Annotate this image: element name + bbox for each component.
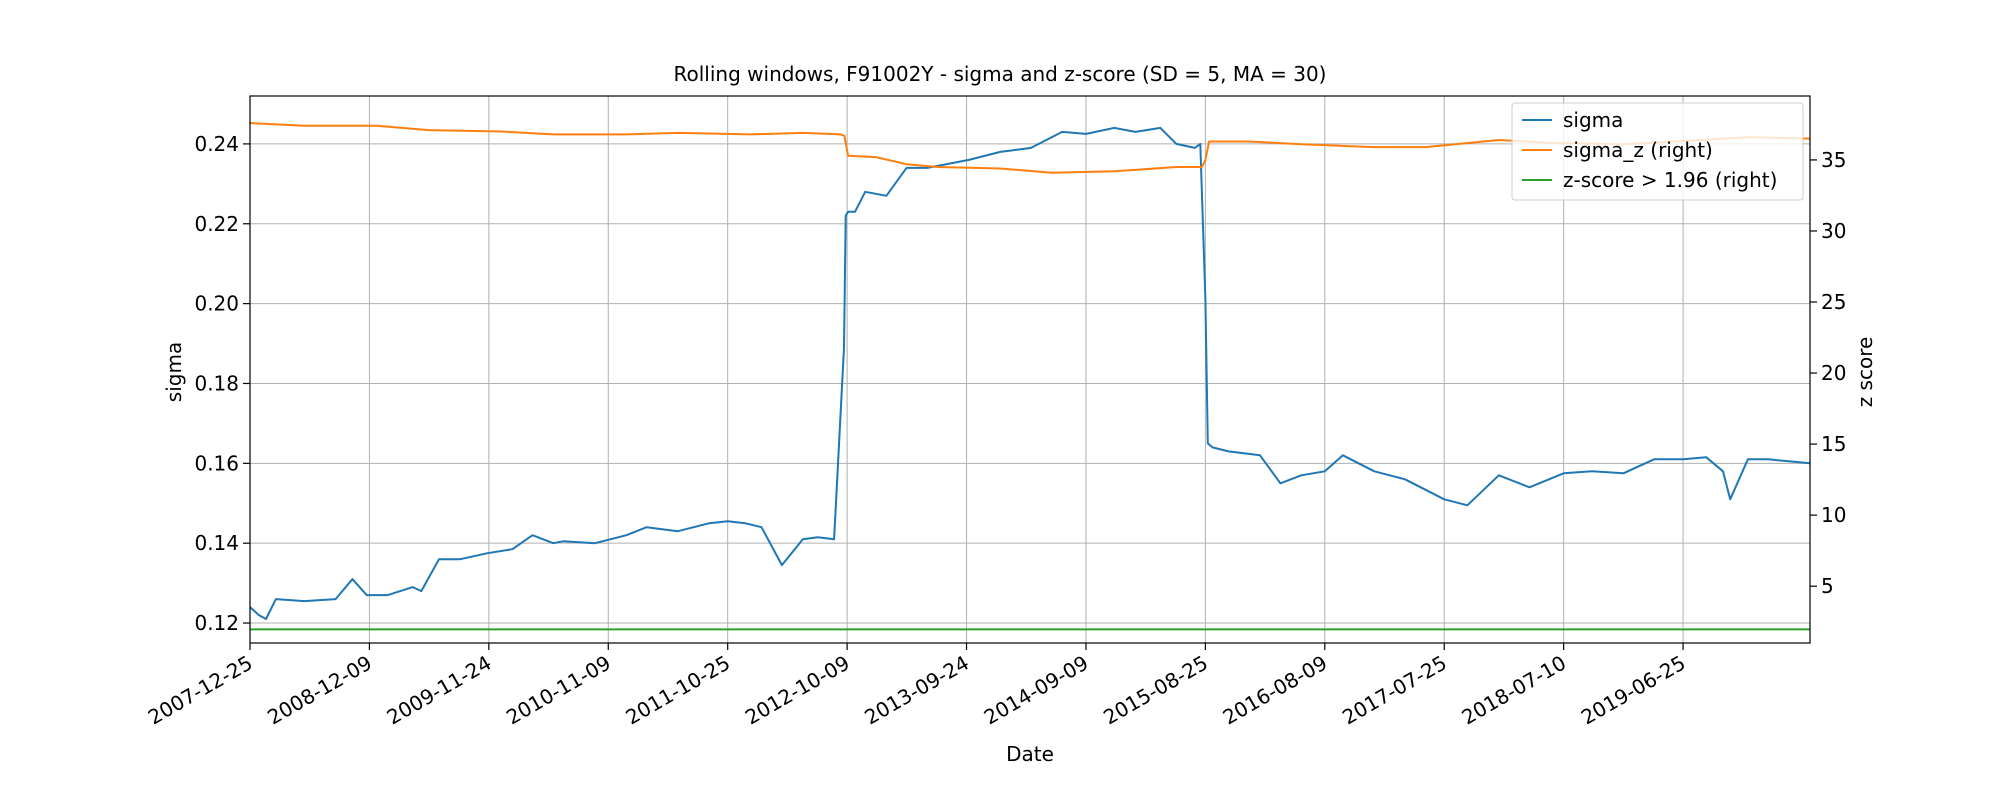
y-axis-left-ticks: 0.12 0.14 0.16 0.18 0.20 0.22 0.24 [194,132,250,635]
x-tick-label: 2008-12-09 [263,651,376,730]
y-right-tick-label: 5 [1821,574,1834,598]
y-axis-right-label: z score [1853,337,1877,408]
y-right-tick-label: 10 [1821,503,1846,527]
x-tick-label: 2010-11-09 [502,651,615,730]
y-left-tick-label: 0.22 [194,212,239,236]
y-left-tick-label: 0.20 [194,292,239,316]
x-tick-label: 2007-12-25 [144,651,257,730]
x-tick-label: 2011-10-25 [622,651,735,730]
x-tick-label: 2016-08-09 [1219,651,1332,730]
legend-box [1511,102,1804,201]
plot-frame [249,95,1811,644]
x-tick-label: 2015-08-25 [1099,651,1212,730]
y-right-tick-label: 15 [1821,432,1846,456]
y-axis-right-ticks: 5 10 15 20 25 30 35 [1810,148,1846,598]
y-axis-left-label: sigma [162,342,186,402]
legend-label: sigma_z (right) [1563,138,1713,162]
legend-label: sigma [1563,108,1623,132]
series-line-sigma-z-right [249,122,1811,174]
y-right-tick-label: 30 [1821,219,1846,243]
series-line-sigma [249,126,1811,620]
x-tick-label: 2019-06-25 [1577,651,1690,730]
x-tick-label: 2013-09-24 [860,651,973,730]
y-left-tick-label: 0.12 [194,611,239,635]
y-left-tick-label: 0.16 [194,451,239,475]
y-left-tick-label: 0.24 [194,132,239,156]
series-layer [249,122,1811,631]
x-tick-label: 2009-11-24 [383,651,496,730]
x-axis-ticks: 2007-12-25 2008-12-09 2009-11-24 2010-11-09… [144,643,1690,729]
legend-label: z-score > 1.96 (right) [1563,168,1777,192]
x-gridlines [249,96,1684,643]
x-tick-label: 2014-09-09 [980,651,1093,730]
y-right-tick-label: 20 [1821,361,1846,385]
legend: sigma sigma_z (right) z-score > 1.96 (righ… [1511,102,1804,201]
x-tick-label: 2018-07-10 [1457,651,1570,730]
y-left-tick-label: 0.18 [194,371,239,395]
y-left-tick-label: 0.14 [194,531,239,555]
y-right-tick-label: 35 [1821,148,1846,172]
y-right-tick-label: 25 [1821,290,1846,314]
chart-title: Rolling windows, F91002Y - sigma and z-s… [674,62,1327,86]
x-tick-label: 2012-10-09 [741,651,854,730]
x-axis-label: Date [1006,742,1054,766]
x-tick-label: 2017-07-25 [1338,651,1451,730]
legend-entries: sigma sigma_z (right) z-score > 1.96 (righ… [1522,108,1777,192]
